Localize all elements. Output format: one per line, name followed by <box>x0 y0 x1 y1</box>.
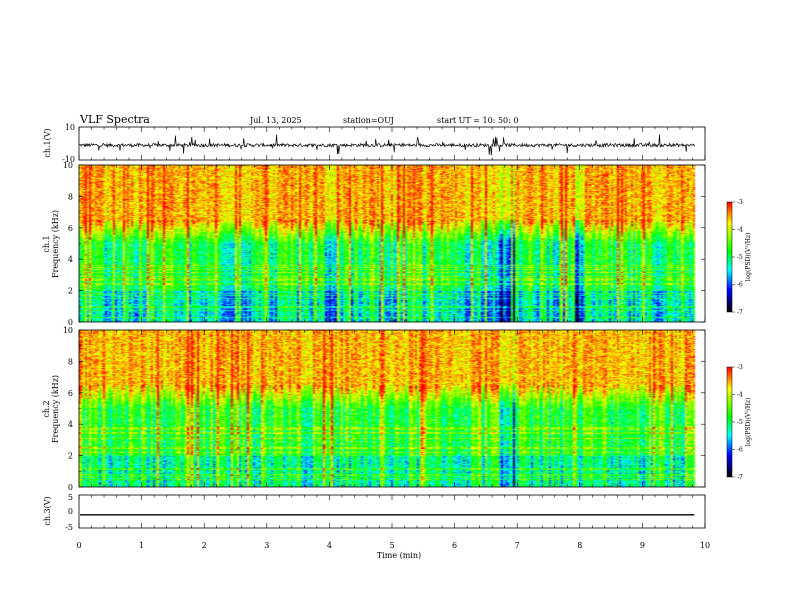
colorbar-tick-label: -6 <box>737 447 743 454</box>
ch2-spectrogram-yticks: 0 2 4 6 8 10 <box>63 326 705 492</box>
time-tick-label: 5 <box>389 541 394 550</box>
ch3-waveform-ylabel: ch.3(V) <box>43 496 52 525</box>
time-axis-tick-labels: 0 1 2 3 4 5 6 7 8 9 10 <box>76 541 710 550</box>
time-tick-label: 9 <box>640 541 645 550</box>
ch2-colorbar-label: log(PSD)(V²/Hz) <box>745 398 752 447</box>
ch1-colorbar: -3 -4 -5 -6 -7 log(PSD)(V²/Hz) <box>726 199 752 316</box>
frequency-tick-label: 6 <box>68 224 73 233</box>
frequency-tick-label: 2 <box>68 287 73 296</box>
frequency-tick-label: 10 <box>63 326 73 335</box>
time-axis-label: Time (min) <box>377 551 421 560</box>
start-time-label: start UT = 10: 50: 0 <box>437 116 518 125</box>
time-tick-label: 10 <box>700 541 710 550</box>
ch1-ytick-top: 10 <box>65 123 75 132</box>
ch2-spectrogram-panel: 0 2 4 6 8 10 ch.2 Frequency (kHz) <box>42 326 706 492</box>
ch1-colorbar-ticks: -3 -4 -5 -6 -7 <box>732 199 743 316</box>
colorbar-tick-label: -6 <box>737 282 743 289</box>
colorbar-tick-label: -5 <box>737 254 743 261</box>
time-tick-label: 2 <box>202 541 207 550</box>
ch2-frequency-ylabel: Frequency (kHz) <box>51 375 60 443</box>
time-tick-label: 8 <box>577 541 582 550</box>
ch2-colorbar-gradient <box>727 367 732 477</box>
ch3-waveform-panel: 5 0 -5 ch.3(V) <box>43 493 706 532</box>
ch3-ytick-top: 5 <box>68 493 73 502</box>
colorbar-tick-label: -5 <box>737 419 743 426</box>
time-tick-label: 6 <box>452 541 457 550</box>
figure-title: VLF Spectra <box>79 113 150 126</box>
time-tick-label: 7 <box>515 541 520 550</box>
ch1-spectrogram-image <box>79 165 705 322</box>
colorbar-tick-label: -4 <box>737 392 743 399</box>
ch1-spectrogram-ticks <box>78 165 706 322</box>
ch3-waveform-ticks <box>78 495 706 528</box>
ch1-frequency-ylabel: Frequency (kHz) <box>51 210 60 278</box>
frequency-tick-label: 6 <box>68 389 73 398</box>
time-tick-label: 4 <box>327 541 332 550</box>
ch2-colorbar: -3 -4 -5 -6 -7 log(PSD)(V²/Hz) <box>726 364 752 481</box>
time-tick-label: 1 <box>139 541 144 550</box>
colorbar-tick-label: -3 <box>737 364 743 371</box>
frequency-tick-label: 8 <box>68 357 73 366</box>
colorbar-tick-label: -7 <box>737 474 743 481</box>
frequency-tick-label: 4 <box>68 255 73 264</box>
frequency-tick-label: 8 <box>68 192 73 201</box>
colorbar-tick-label: -4 <box>737 227 743 234</box>
ch1-channel-label: ch.1 <box>42 235 51 252</box>
frequency-tick-label: 0 <box>68 483 73 492</box>
time-tick-label: 3 <box>264 541 269 550</box>
ch1-ytick-bottom: -10 <box>62 155 75 164</box>
frequency-tick-label: 4 <box>68 420 73 429</box>
frequency-tick-label: 10 <box>63 161 73 170</box>
frequency-tick-label: 2 <box>68 452 73 461</box>
ch2-spectrogram-image <box>79 330 705 487</box>
ch1-waveform-line <box>78 134 695 156</box>
colorbar-tick-label: -3 <box>737 199 743 206</box>
ch2-channel-label: ch.2 <box>42 400 51 417</box>
date-label: Jul. 13, 2025 <box>249 116 302 125</box>
ch1-spectrogram-panel: 0 2 4 6 8 10 ch.1 Frequency (kHz) <box>42 161 706 327</box>
ch1-spectrogram-yticks: 0 2 4 6 8 10 <box>63 161 705 327</box>
ch1-colorbar-gradient <box>727 202 732 312</box>
ch1-waveform-ylabel: ch.1(V) <box>43 128 52 157</box>
ch3-ytick-bottom: -5 <box>65 523 73 532</box>
frequency-tick-label: 0 <box>68 318 73 327</box>
colorbar-tick-label: -7 <box>737 309 743 316</box>
ch1-colorbar-label: log(PSD)(V²/Hz) <box>745 233 752 282</box>
ch1-waveform-ticks <box>78 127 706 160</box>
station-label: station=OUJ <box>343 116 394 125</box>
time-tick-label: 0 <box>76 541 81 550</box>
ch1-waveform-panel: 10 -10 ch.1(V) <box>43 123 706 164</box>
ch2-colorbar-ticks: -3 -4 -5 -6 -7 <box>732 364 743 481</box>
ch2-spectrogram-ticks <box>78 330 706 487</box>
ch3-ytick-mid: 0 <box>68 507 73 516</box>
